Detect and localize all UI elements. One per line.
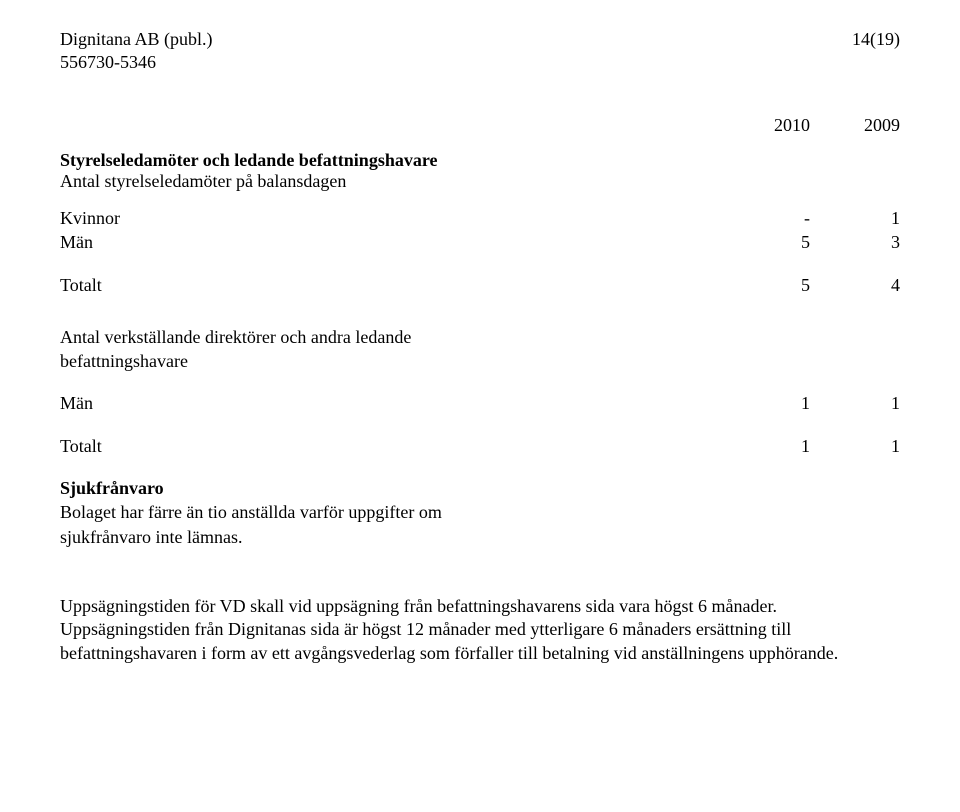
total-value-1: 5 (720, 273, 810, 297)
section2-title-line2: befattningshavare (60, 349, 900, 373)
table-row: Kvinnor - 1 (60, 206, 900, 230)
section3-body-line2: sjukfrånvaro inte lämnas. (60, 525, 900, 549)
section3-body-line1: Bolaget har färre än tio anställda varfö… (60, 500, 900, 524)
total-value-1: 1 (720, 434, 810, 458)
row-value-2: 3 (810, 230, 900, 254)
total-label: Totalt (60, 434, 720, 458)
section2-title-row-1: Antal verkställande direktörer och andra… (60, 325, 900, 349)
table-total-row: Totalt 5 4 (60, 273, 900, 297)
row-label: Män (60, 391, 720, 415)
table-row: Män 1 1 (60, 391, 900, 415)
row-value-2: 1 (810, 391, 900, 415)
total-label: Totalt (60, 273, 720, 297)
year-col-1: 2010 (720, 115, 810, 136)
table-row: Män 5 3 (60, 230, 900, 254)
section3-title: Sjukfrånvaro (60, 476, 900, 500)
total-value-2: 1 (810, 434, 900, 458)
section2-title-row-2: befattningshavare (60, 349, 900, 373)
page-header: Dignitana AB (publ.) 556730-5346 14(19) (60, 28, 900, 73)
row-label: Kvinnor (60, 206, 720, 230)
header-left: Dignitana AB (publ.) 556730-5346 (60, 28, 212, 73)
company-regno: 556730-5346 (60, 51, 212, 74)
section3-title-row: Sjukfrånvaro (60, 476, 900, 500)
table-total-row: Totalt 1 1 (60, 434, 900, 458)
section1-table: Kvinnor - 1 Män 5 3 Totalt 5 4 Antal ver… (60, 206, 900, 549)
row-value-2: 1 (810, 206, 900, 230)
section1-title: Styrelseledamöter och ledande befattning… (60, 150, 900, 171)
row-value-1: - (720, 206, 810, 230)
row-value-1: 1 (720, 391, 810, 415)
page: Dignitana AB (publ.) 556730-5346 14(19) … (0, 0, 960, 812)
company-name: Dignitana AB (publ.) (60, 28, 212, 51)
row-value-1: 5 (720, 230, 810, 254)
year-col-2: 2009 (810, 115, 900, 136)
section3-body-row-1: Bolaget har färre än tio anställda varfö… (60, 500, 900, 524)
section1-subtitle: Antal styrelseledamöter på balansdagen (60, 171, 900, 192)
total-value-2: 4 (810, 273, 900, 297)
page-number: 14(19) (852, 28, 900, 73)
year-row: 2010 2009 (60, 115, 900, 136)
row-label: Män (60, 230, 720, 254)
footer-paragraph: Uppsägningstiden för VD skall vid uppsäg… (60, 595, 900, 665)
section3-body-row-2: sjukfrånvaro inte lämnas. (60, 525, 900, 549)
section2-title-line1: Antal verkställande direktörer och andra… (60, 325, 900, 349)
